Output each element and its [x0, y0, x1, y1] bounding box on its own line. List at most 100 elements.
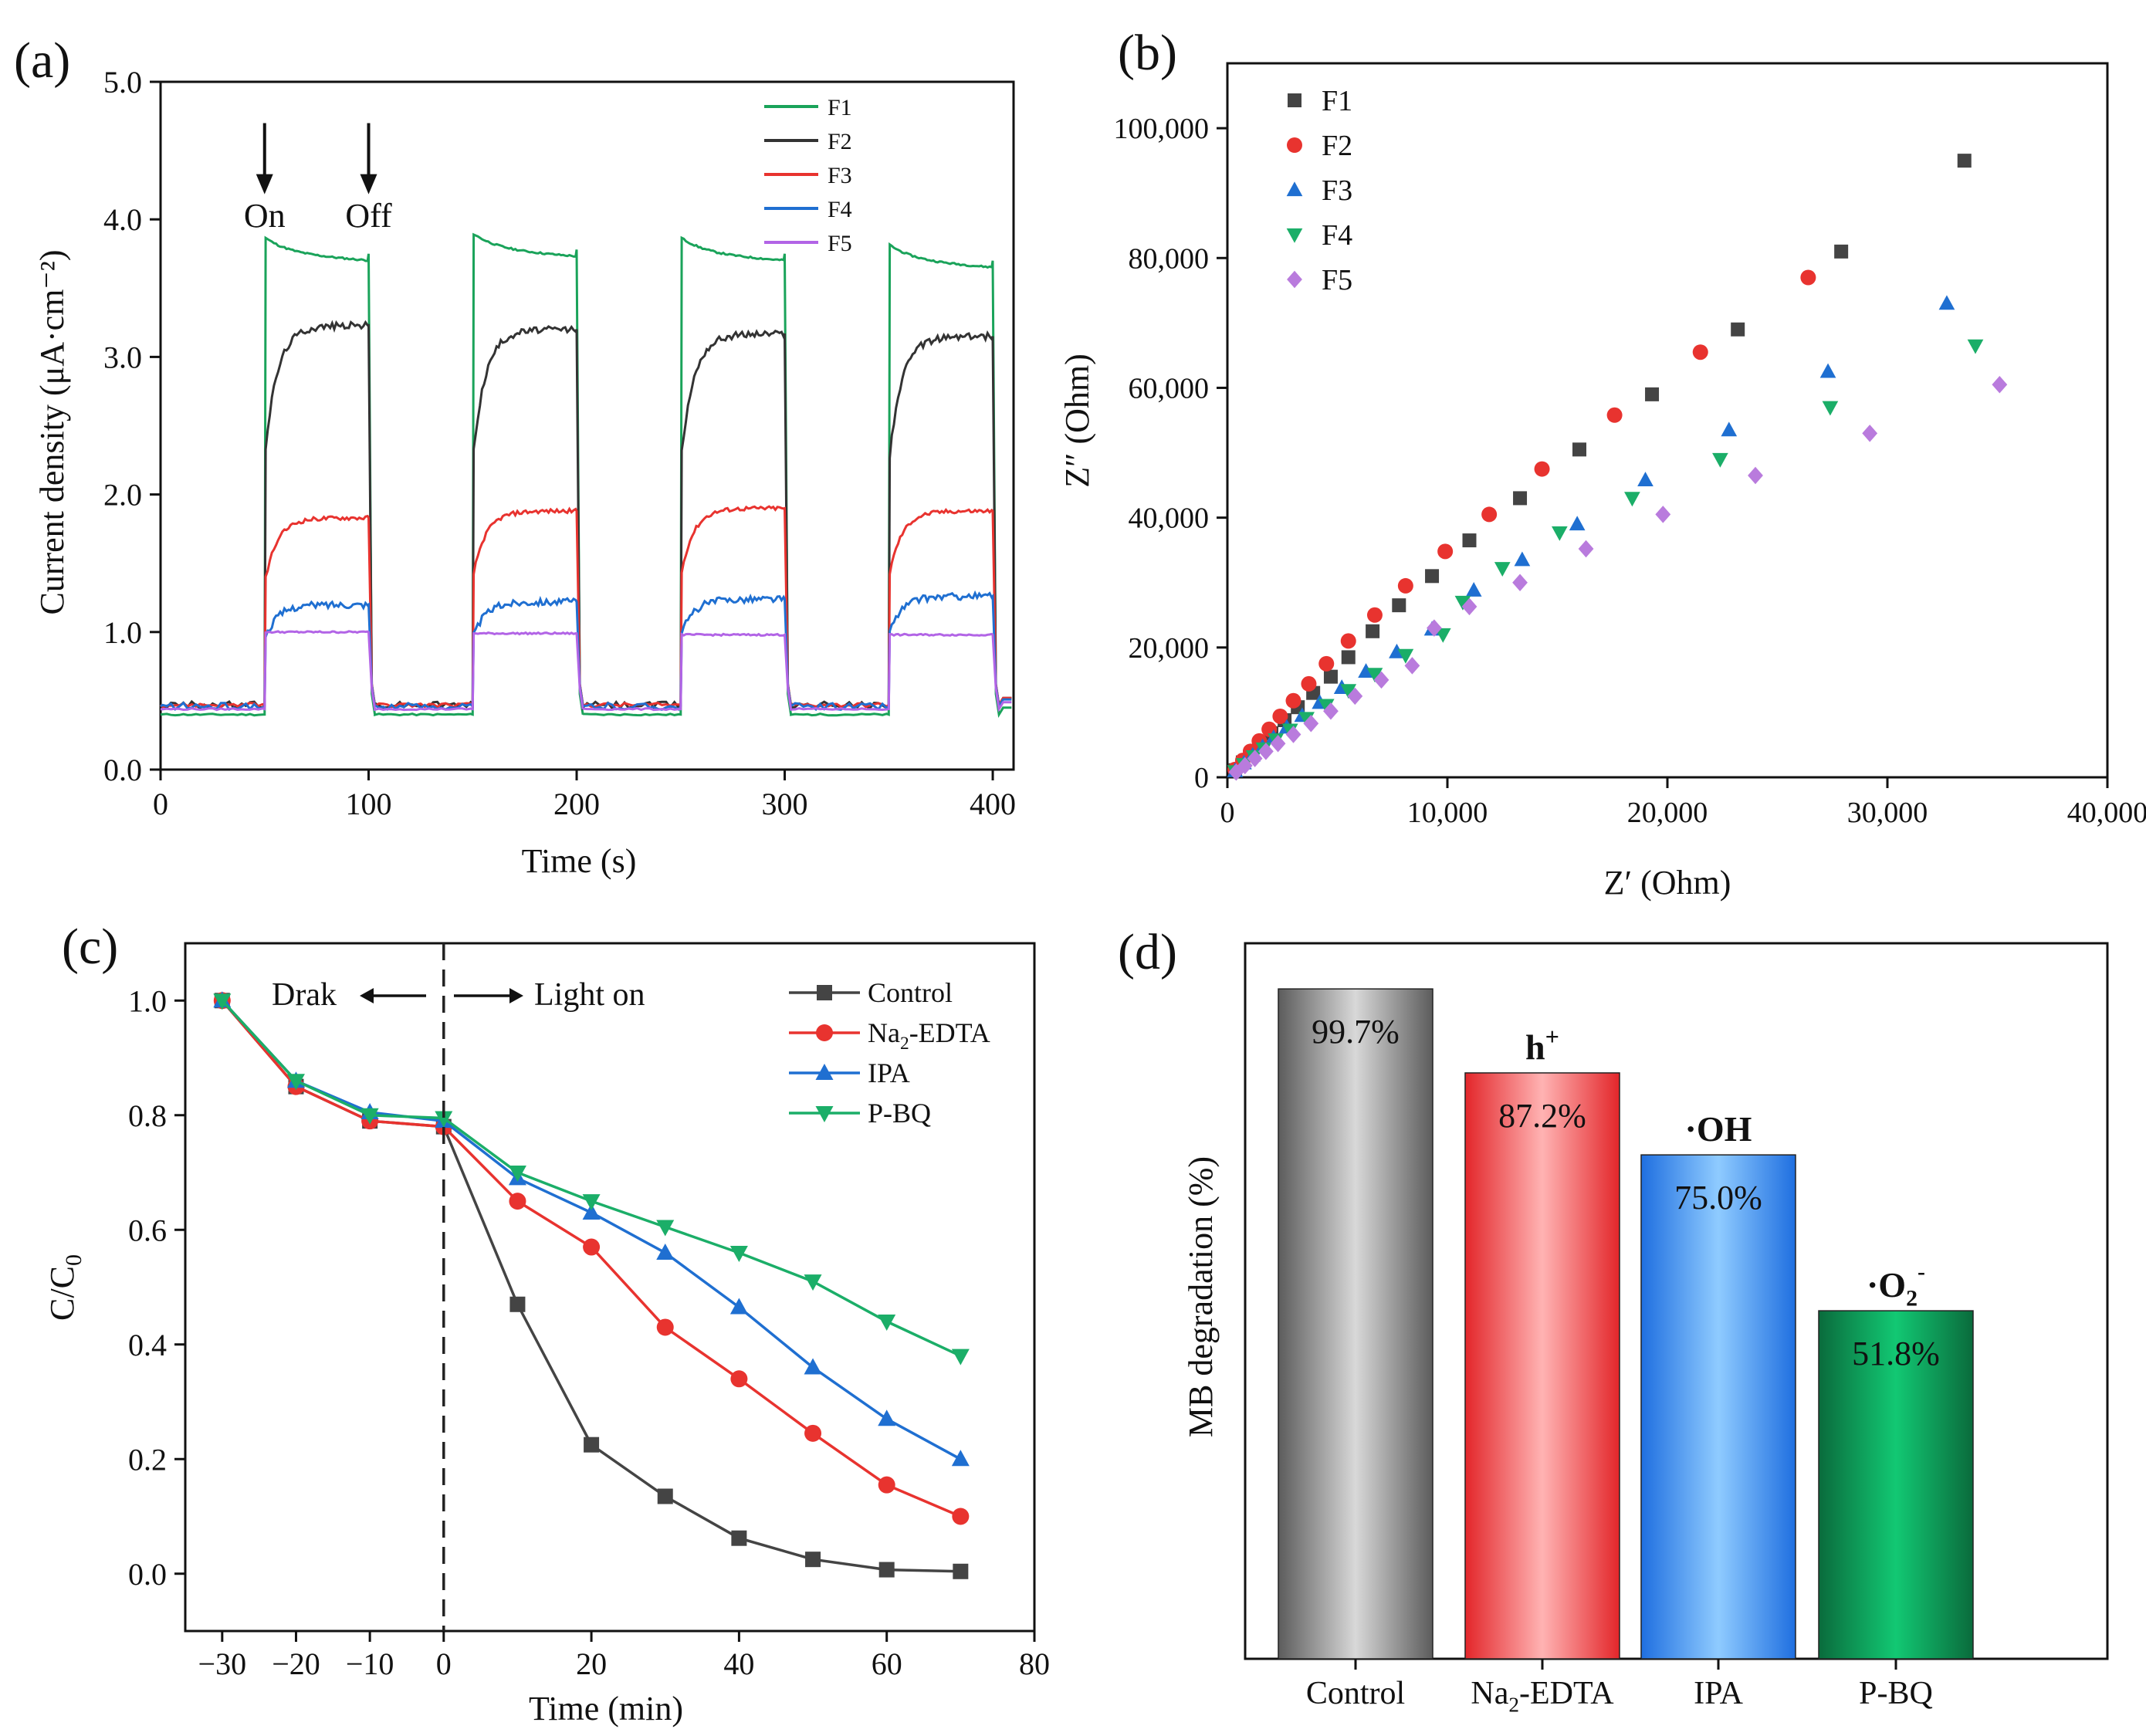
panel-c-point-Control [878, 1562, 895, 1578]
panel-b-xtick-label: 30,000 [1847, 797, 1928, 829]
panel-a-ytick-label: 2.0 [103, 478, 142, 513]
panel-b-point-F5 [1228, 763, 1244, 781]
panel-b-point-F1 [1425, 569, 1440, 584]
panel-c-light-label: Light on [534, 977, 645, 1013]
panel-b-label: (b) [1118, 25, 1177, 81]
panel-d-value-label-Control: 99.7% [1312, 1013, 1400, 1051]
panel-a-legend-label-F5: F5 [828, 231, 852, 256]
panel-b-point-F5 [1285, 726, 1301, 743]
panel-b-point-F5 [1578, 540, 1594, 558]
panel-c-point-IPA [582, 1203, 601, 1220]
panel-d-species-label-Na2-EDTA: h+ [1525, 1023, 1559, 1067]
panel-c-point-P-BQ [213, 993, 232, 1010]
panel-b-point-F2 [1534, 461, 1550, 477]
panel-c-point-P-BQ [360, 1108, 379, 1125]
panel-b-point-F5 [1427, 619, 1442, 637]
panel-b-ytick-label: 20,000 [1129, 632, 1210, 665]
panel-c-point-P-BQ [951, 1349, 970, 1365]
panel-c-point-Na2-EDTA [509, 1193, 526, 1210]
panel-a-xlabel: Time (s) [522, 842, 637, 880]
panel-b-point-F5 [1748, 466, 1763, 485]
panel-c-xtick-label: 40 [723, 1646, 754, 1681]
panel-b-legend-label-F3: F3 [1322, 174, 1352, 207]
panel-a-series-line-F1 [160, 232, 1012, 719]
panel-b-legend-label-F1: F1 [1322, 85, 1352, 117]
panel-a-ytick-label: 0.0 [103, 753, 142, 787]
panel-a-legend-label-F1: F1 [828, 95, 852, 120]
panel-c-xlabel: Time (min) [529, 1690, 683, 1728]
panel-c-point-Control [731, 1530, 747, 1546]
panel-a-ytick-label: 1.0 [103, 615, 142, 650]
panel-b-point-F4 [1318, 699, 1335, 714]
panel-a-annotation-off: Off [345, 197, 392, 235]
panel-b-point-F4 [1434, 628, 1451, 643]
panel-b-xlabel: Z′ (Ohm) [1604, 864, 1731, 902]
panel-c-ytick-label: 0.0 [128, 1557, 167, 1592]
panel-b-point-F1 [1834, 244, 1849, 259]
panel-c-axes-layer: −30 −20 −10 0 20 40 60 80 0.0 0.2 0.4 0.6 0.8 1.0 [128, 983, 1050, 1681]
panel-c-point-Control [509, 1296, 526, 1312]
panel-b-point-F2 [1272, 708, 1288, 724]
panel-c-point-Control [805, 1552, 821, 1568]
panel-a-xtick-label: 300 [762, 787, 808, 821]
panel-b-point-F1 [1462, 533, 1477, 548]
panel-b-point-F1 [1645, 387, 1660, 401]
panel-c-xtick-label: 20 [576, 1646, 607, 1681]
panel-a-plot-frame [159, 80, 1015, 771]
panel-a-legend-label-F4: F4 [828, 197, 852, 222]
panel-c-xtick-label: −10 [346, 1646, 394, 1681]
panel-b-point-F4 [1366, 668, 1383, 683]
panel-a-series-line-F3 [159, 505, 1012, 709]
panel-c-xtick-label: 80 [1019, 1646, 1050, 1681]
panel-c-point-IPA [729, 1298, 748, 1315]
panel-b-point-F5 [1303, 714, 1319, 733]
panel-d-xtick-label-IPA: IPA [1694, 1676, 1743, 1711]
panel-c-point-IPA [804, 1358, 822, 1375]
panel-c-legend-marker-P-BQ [815, 1106, 834, 1122]
panel-d: (d) 99.7% 87.2% h+ 75.0% ·OH 51.8% ·O2- Contro… [1118, 924, 2109, 1717]
panel-c-point-P-BQ [435, 1111, 453, 1128]
panel-d-value-label-IPA: 75.0% [1674, 1179, 1762, 1217]
panel-a-xtick-label: 400 [970, 787, 1016, 821]
panel-b-point-F2 [1606, 407, 1623, 423]
panel-c-point-Control [657, 1488, 673, 1504]
panel-a-xtick-label: 100 [346, 787, 392, 821]
panel-b-point-F1 [1366, 624, 1380, 638]
panel-b-point-F1 [1323, 669, 1338, 684]
panel-c-xtick-label: 0 [436, 1646, 452, 1681]
panel-c-series-line-Control [221, 1000, 961, 1573]
panel-b-point-F2 [1397, 577, 1413, 594]
panel-c-ylabel: C/C0 [43, 1254, 86, 1321]
panel-d-bar-IPA [1640, 1154, 1796, 1660]
panel-b-point-F4 [1552, 526, 1568, 541]
panel-d-species-label-P-BQ: ·O2- [1867, 1259, 1925, 1311]
panel-c-xtick-label: 60 [872, 1646, 902, 1681]
panel-c-legend: Control Na2-EDTA IPA P-BQ [789, 977, 990, 1129]
panel-c-legend-marker-Na2-EDTA [816, 1024, 833, 1041]
panel-b-point-F3 [1569, 516, 1586, 531]
panel-a-ytick-label: 3.0 [103, 340, 142, 374]
panel-c-legend-label-IPA: IPA [868, 1058, 910, 1088]
panel-b-point-F1 [1957, 154, 1972, 168]
panel-b-point-F2 [1318, 655, 1335, 672]
panel-c-point-Na2-EDTA [878, 1476, 895, 1494]
panel-b-point-F3 [1465, 582, 1482, 597]
panel-a-ytick-label: 5.0 [103, 65, 142, 100]
panel-b-point-F2 [1340, 633, 1356, 649]
panel-a-arrow-head [256, 174, 273, 195]
panel-c-xtick-label: −20 [272, 1646, 320, 1681]
panel-c-ytick-label: 1.0 [128, 983, 167, 1018]
panel-a-series-line-F4 [160, 590, 1012, 712]
panel-c-point-Na2-EDTA [583, 1238, 601, 1256]
panel-b-point-F5 [1461, 597, 1477, 616]
panel-a-label: (a) [14, 32, 70, 89]
panel-c-point-Control [953, 1563, 969, 1579]
panel-c-point-IPA [656, 1243, 675, 1260]
panel-b-point-F4 [1454, 595, 1471, 611]
panel-b-ylabel: Z″ (Ohm) [1058, 354, 1096, 488]
panel-b-point-F2 [1800, 269, 1816, 286]
panel-b-point-F5 [1237, 756, 1253, 775]
panel-b-legend-marker-F2 [1287, 137, 1302, 153]
panel-a-ylabel: Current density (μA·cm⁻²) [33, 250, 71, 615]
panel-b-point-F3 [1358, 663, 1374, 678]
